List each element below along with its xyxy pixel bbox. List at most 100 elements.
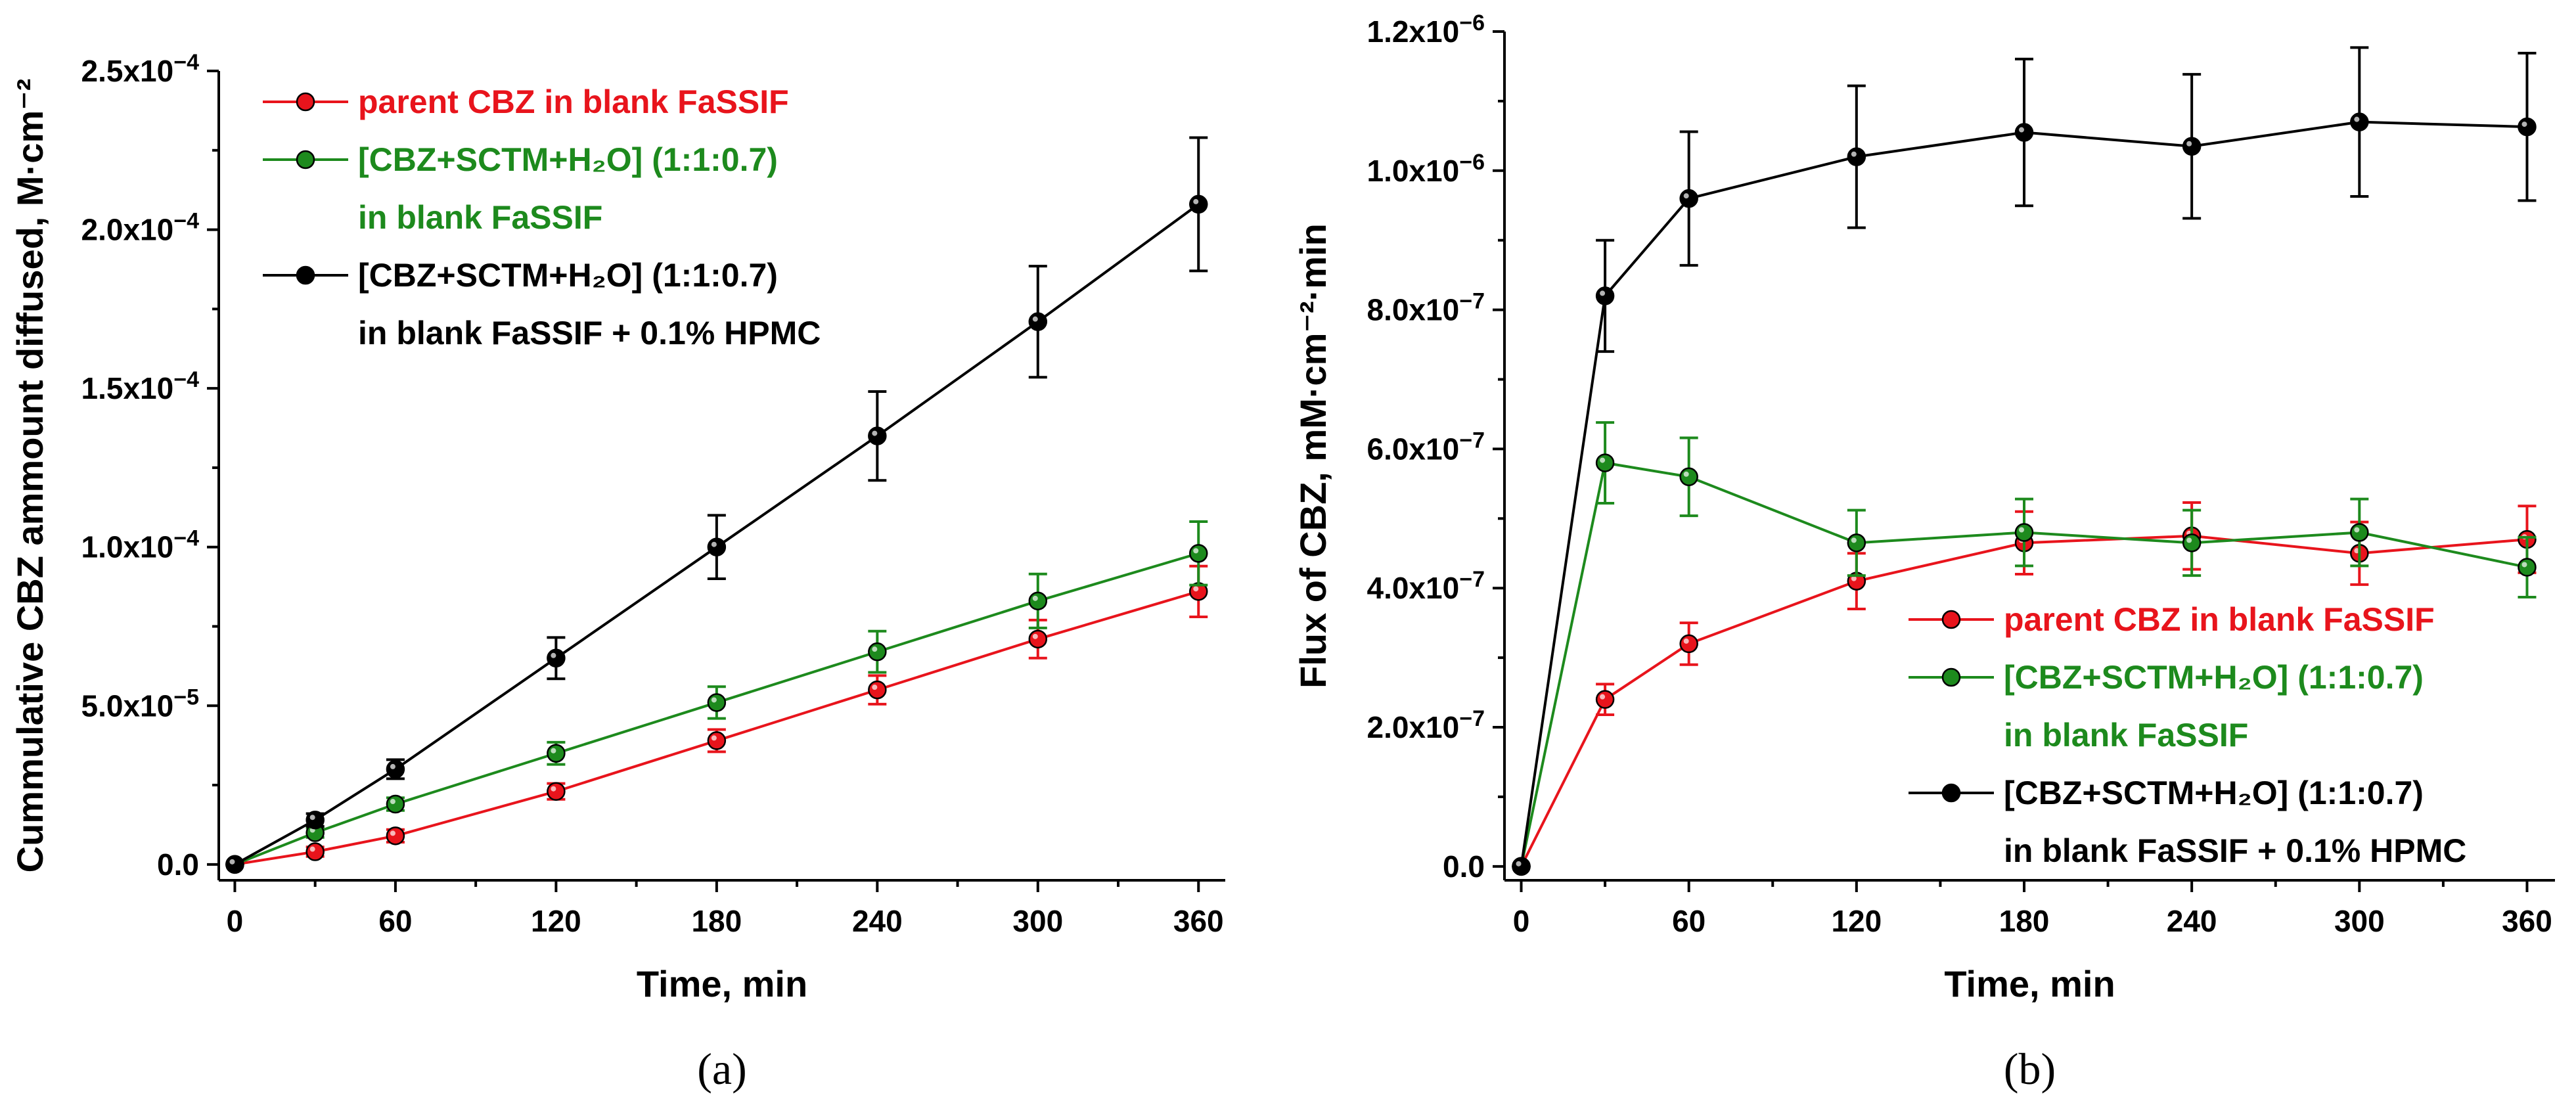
data-point-highlight xyxy=(711,735,717,741)
data-point-highlight xyxy=(1600,457,1606,463)
panel-label: (a) xyxy=(697,1044,746,1094)
panel-label: (b) xyxy=(2004,1044,2056,1094)
y-tick-label: 1.2x10−6 xyxy=(1367,11,1485,49)
data-point xyxy=(707,731,727,750)
data-point xyxy=(707,537,727,556)
legend-label: [CBZ+SCTM+H₂O] (1:1:0.7) xyxy=(358,257,778,294)
data-point xyxy=(707,693,727,712)
data-point xyxy=(305,842,325,861)
series-1 xyxy=(225,520,1208,874)
data-point-highlight xyxy=(1683,638,1689,644)
x-tick-label: 0 xyxy=(1513,904,1530,938)
y-tick-label: 2.0x10−7 xyxy=(1367,706,1485,744)
legend-swatch-marker xyxy=(1941,783,1961,803)
legend-item-1: [CBZ+SCTM+H₂O] (1:1:0.7) in blank FaSSIF xyxy=(1909,659,2424,754)
data-point-highlight xyxy=(1851,151,1857,157)
x-tick-label: 120 xyxy=(1831,904,1882,938)
data-point xyxy=(1595,690,1615,709)
y-tick-label: 4.0x10−7 xyxy=(1367,567,1485,605)
series-0 xyxy=(225,564,1208,874)
data-point-highlight xyxy=(229,859,235,865)
series-line xyxy=(234,552,1199,866)
data-point-highlight xyxy=(2354,527,2360,533)
data-point-highlight xyxy=(2018,127,2024,133)
legend-label: in blank FaSSIF + 0.1% HPMC xyxy=(358,315,821,351)
data-point-highlight xyxy=(390,830,395,836)
x-tick-label: 360 xyxy=(2502,904,2552,938)
legend-item-2: [CBZ+SCTM+H₂O] (1:1:0.7) in blank FaSSIF … xyxy=(263,257,821,351)
legend-label: in blank FaSSIF xyxy=(2004,717,2248,754)
legend-swatch-marker xyxy=(296,92,315,112)
data-point xyxy=(2182,533,2202,552)
data-point-highlight xyxy=(2354,116,2360,122)
legend-label: [CBZ+SCTM+H₂O] (1:1:0.7) xyxy=(2004,659,2424,696)
data-point-highlight xyxy=(711,541,717,547)
data-point xyxy=(1595,453,1615,472)
legend: parent CBZ in blank FaSSIF [CBZ+SCTM+H₂O]… xyxy=(1909,601,2466,869)
data-point-highlight xyxy=(1193,548,1199,554)
legend-item-0: parent CBZ in blank FaSSIF xyxy=(263,83,789,120)
data-point xyxy=(1679,189,1698,208)
series-line xyxy=(1520,120,2527,867)
data-point-highlight xyxy=(309,846,315,852)
data-point xyxy=(1189,194,1208,214)
panel-a-chart: 0 60 120 180 240 300 360 0.0 5.0x10−5 1.0x10−4 1.5… xyxy=(9,50,1225,1094)
y-tick-label: 1.5x10−4 xyxy=(81,367,200,405)
series-line xyxy=(1520,461,2527,867)
data-point-highlight xyxy=(1600,290,1606,296)
x-tick-label: 120 xyxy=(531,904,581,938)
data-point-highlight xyxy=(551,652,556,658)
x-tick-label: 180 xyxy=(1999,904,2050,938)
legend-swatch-marker xyxy=(296,265,315,285)
data-point xyxy=(2350,523,2369,542)
legend-swatch-marker xyxy=(296,150,315,169)
data-point xyxy=(1512,857,1531,876)
y-tick-label: 1.0x10−6 xyxy=(1367,150,1485,188)
data-point xyxy=(1847,533,1866,552)
data-point xyxy=(225,855,244,874)
series-line xyxy=(1520,534,2527,867)
data-point xyxy=(386,759,405,779)
series-2 xyxy=(225,136,1208,874)
legend-label: parent CBZ in blank FaSSIF xyxy=(358,83,789,120)
data-point xyxy=(1595,286,1615,305)
data-point-highlight xyxy=(1193,198,1199,204)
data-point xyxy=(1679,634,1698,654)
y-tick-label: 1.0x10−4 xyxy=(81,526,200,564)
data-point-highlight xyxy=(1032,595,1038,601)
data-point-highlight xyxy=(390,799,395,805)
data-point-highlight xyxy=(1032,316,1038,322)
y-axis-title: Cummulative CBZ ammount diffused, M·cm⁻² xyxy=(9,79,51,873)
x-tick-label: 0 xyxy=(227,904,244,938)
legend-item-0: parent CBZ in blank FaSSIF xyxy=(1909,601,2435,638)
legend-label: parent CBZ in blank FaSSIF xyxy=(2004,601,2435,638)
data-point-highlight xyxy=(1683,193,1689,199)
data-point-highlight xyxy=(1193,586,1199,592)
x-tick-label: 300 xyxy=(2334,904,2385,938)
data-point xyxy=(868,426,887,445)
data-point xyxy=(868,642,887,662)
x-tick-label: 300 xyxy=(1012,904,1063,938)
y-tick-label: 2.0x10−4 xyxy=(81,209,200,247)
data-point-highlight xyxy=(551,786,556,792)
data-point-highlight xyxy=(1516,861,1522,867)
x-tick-label: 60 xyxy=(1672,904,1706,938)
data-point xyxy=(2014,523,2034,542)
data-point xyxy=(1189,544,1208,563)
series-line xyxy=(234,203,1200,866)
data-point xyxy=(1028,312,1048,331)
data-point xyxy=(386,826,405,845)
data-point-highlight xyxy=(1600,694,1606,700)
data-point-highlight xyxy=(1851,537,1857,543)
data-point-highlight xyxy=(1032,633,1038,639)
data-point-highlight xyxy=(872,430,878,436)
data-point xyxy=(2350,112,2369,131)
y-tick-label: 0.0 xyxy=(1443,849,1485,884)
x-tick-label: 180 xyxy=(691,904,742,938)
data-point xyxy=(1679,467,1698,487)
x-tick-label: 240 xyxy=(852,904,903,938)
data-point-highlight xyxy=(872,685,878,690)
series-2 xyxy=(1512,46,2537,876)
y-tick-label: 8.0x10−7 xyxy=(1367,289,1485,327)
